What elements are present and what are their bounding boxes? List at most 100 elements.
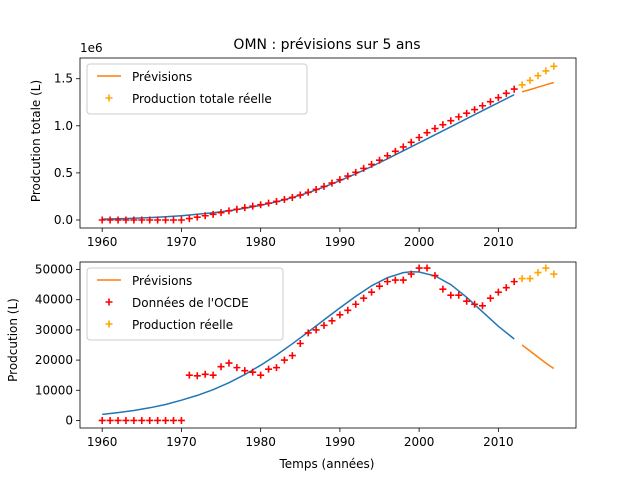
- bottom-data-point: [471, 300, 479, 308]
- top-data-point: [352, 168, 360, 176]
- bottom-data-point: [146, 416, 154, 424]
- top-data-point: [146, 216, 154, 224]
- bottom-data-point: [415, 264, 423, 272]
- top-data-point: [502, 89, 510, 97]
- top-offset-label: 1e6: [80, 41, 103, 55]
- bottom-y-tick-label: 20000: [35, 353, 73, 367]
- bottom-data-point: [542, 264, 550, 272]
- bottom-data-point: [257, 371, 265, 379]
- top-legend-label: Production totale réelle: [132, 92, 272, 106]
- top-data-point: [534, 72, 542, 80]
- top-data-point: [399, 143, 407, 151]
- top-data-point: [185, 215, 193, 223]
- top-data-point: [407, 138, 415, 146]
- top-data-point: [376, 156, 384, 164]
- bottom-data-point: [518, 275, 526, 283]
- bottom-data-point: [130, 416, 138, 424]
- bottom-data-point: [185, 371, 193, 379]
- top-data-point: [415, 133, 423, 141]
- top-y-tick-label: 0.0: [54, 213, 73, 227]
- top-ylabel: Prodcution totale (L): [29, 80, 43, 202]
- bottom-data-point: [423, 264, 431, 272]
- top-data-point: [312, 185, 320, 193]
- top-legend-box: [86, 63, 308, 115]
- top-data-point: [162, 216, 170, 224]
- top-data-point: [383, 152, 391, 160]
- bottom-data-point: [502, 284, 510, 292]
- bottom-data-point: [391, 276, 399, 284]
- bottom-data-point: [439, 285, 447, 293]
- bottom-data-point: [494, 288, 502, 296]
- top-y-tick-label: 1.0: [54, 119, 73, 133]
- top-data-point: [280, 196, 288, 204]
- bottom-data-point: [328, 317, 336, 325]
- top-data-point: [336, 176, 344, 184]
- top-data-point: [320, 182, 328, 190]
- top-data-point: [463, 109, 471, 117]
- bottom-data-point: [320, 321, 328, 329]
- bottom-data-point: [510, 278, 518, 286]
- top-data-point: [391, 147, 399, 155]
- bottom-data-point: [98, 416, 106, 424]
- bottom-data-point: [106, 416, 114, 424]
- top-data-point: [288, 193, 296, 201]
- bottom-x-tick-label: 2010: [483, 435, 514, 449]
- top-data-point: [169, 216, 177, 224]
- bottom-data-point: [162, 416, 170, 424]
- bottom-data-point: [407, 270, 415, 278]
- bottom-data-point: [550, 270, 558, 278]
- bottom-data-point: [272, 364, 280, 372]
- bottom-data-point: [154, 416, 162, 424]
- bottom-panel: Prodcution (L) 1960 1970 1980 1990 2000 2010 0…: [6, 261, 577, 449]
- bottom-y-tick-label: 30000: [35, 323, 73, 337]
- bottom-x-tick-label: 2000: [404, 435, 435, 449]
- bottom-data-point: [265, 365, 273, 373]
- bottom-y-tick-label: 50000: [35, 263, 73, 277]
- bottom-data-point: [114, 416, 122, 424]
- top-x-tick-label: 1980: [245, 235, 276, 249]
- bottom-y-tick-label: 10000: [35, 383, 73, 397]
- bottom-data-point: [479, 302, 487, 310]
- bottom-data-point: [233, 364, 241, 372]
- bottom-data-point: [463, 297, 471, 305]
- bottom-data-point: [169, 416, 177, 424]
- top-y-tick-label: 1.5: [54, 72, 73, 86]
- top-data-point: [193, 213, 201, 221]
- x-axis-label: Temps (années): [279, 457, 375, 471]
- bottom-x-tick-label: 1980: [245, 435, 276, 449]
- bottom-legend-plus-marker: [105, 320, 113, 328]
- bottom-legend-label: Production réelle: [132, 318, 233, 332]
- top-data-point: [241, 204, 249, 212]
- top-data-point: [233, 205, 241, 213]
- top-data-point: [479, 102, 487, 110]
- bottom-data-point: [336, 311, 344, 319]
- top-legend-label: Prévisions: [132, 70, 192, 84]
- bottom-data-point: [368, 288, 376, 296]
- bottom-y-tick-label: 40000: [35, 293, 73, 307]
- top-data-point: [344, 172, 352, 180]
- top-data-point: [130, 216, 138, 224]
- bottom-data-point: [399, 276, 407, 284]
- top-data-point: [542, 67, 550, 75]
- top-legend-plus-marker: [105, 94, 113, 102]
- bottom-data-point: [201, 370, 209, 378]
- bottom-data-point: [304, 329, 312, 337]
- top-data-point: [209, 210, 217, 218]
- top-y-tick-label: 0.5: [54, 166, 73, 180]
- top-x-tick-label: 1970: [166, 235, 197, 249]
- top-x-tick-label: 1990: [325, 235, 356, 249]
- bottom-data-point: [534, 269, 542, 277]
- top-data-point: [177, 216, 185, 224]
- bottom-data-point: [288, 352, 296, 360]
- bottom-data-point: [209, 371, 217, 379]
- top-data-point: [471, 106, 479, 114]
- top-data-point: [455, 113, 463, 121]
- top-panel: Prodcution totale (L) 1e6 1960 1970 1980 19…: [29, 41, 577, 249]
- top-data-point: [138, 216, 146, 224]
- bottom-legend-box: [86, 267, 284, 341]
- bottom-data-point: [241, 367, 249, 375]
- top-x-tick-label: 2000: [404, 235, 435, 249]
- bottom-ylabel: Prodcution (L): [6, 298, 20, 382]
- top-data-point: [272, 197, 280, 205]
